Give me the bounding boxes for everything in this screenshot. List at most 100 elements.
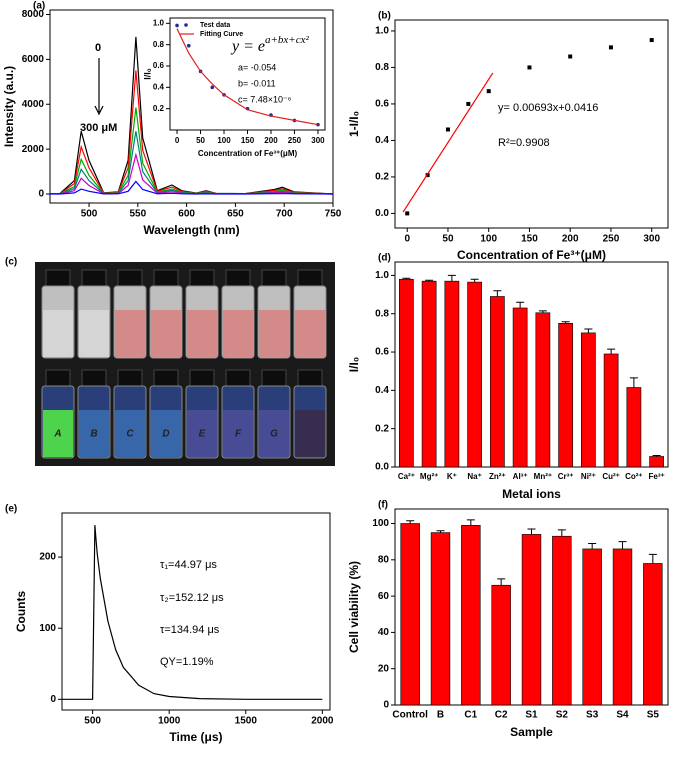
annotation: τ₁=44.97 μs xyxy=(160,559,217,571)
panel-label: (b) xyxy=(378,11,391,22)
plot-frame xyxy=(61,512,331,711)
x-tick-label: C1 xyxy=(464,710,477,721)
x-tick-label: 550 xyxy=(129,209,146,220)
annotation: y= 0.00693x+0.0416 xyxy=(498,102,598,114)
y-tick-label: 0.2 xyxy=(153,104,165,113)
series-line xyxy=(62,525,323,700)
x-tick-label: 100 xyxy=(480,234,497,245)
vial-liquid xyxy=(115,410,145,457)
vial-liquid xyxy=(259,310,289,357)
x-tick-label: 0 xyxy=(175,136,180,145)
x-tick-label: 300 xyxy=(311,136,325,145)
error-bar xyxy=(466,519,475,526)
error-bar xyxy=(436,530,445,533)
x-axis-label: Concentration of Fe³⁺(μM) xyxy=(457,248,606,262)
y-tick-label: 0.4 xyxy=(375,385,389,396)
x-tick-label: 750 xyxy=(325,209,342,220)
equation-exponent: a+bx+cx² xyxy=(265,34,309,46)
series-line xyxy=(176,28,319,126)
vial-cap xyxy=(81,369,107,387)
vial-cap xyxy=(189,369,215,387)
x-tick-label: 200 xyxy=(264,136,278,145)
equation: y = ea+bx+cx² xyxy=(230,34,309,55)
vial-liquid xyxy=(79,410,109,457)
bar xyxy=(400,523,420,706)
bar xyxy=(461,525,481,706)
y-tick-label: 1.0 xyxy=(375,26,389,37)
error-bar xyxy=(406,520,415,524)
vial-cap xyxy=(45,269,71,287)
x-tick-label: Ca²⁺ xyxy=(398,472,415,481)
x-axis-label: Wavelength (nm) xyxy=(143,223,239,237)
error-bar xyxy=(493,290,502,297)
annotation: b= -0.011 xyxy=(238,78,276,88)
bar xyxy=(512,307,528,468)
y-tick-label: 0.2 xyxy=(375,172,389,183)
bar xyxy=(626,387,642,468)
data-point xyxy=(568,54,573,59)
error-bar xyxy=(652,455,661,457)
error-bar xyxy=(447,274,456,282)
bar xyxy=(535,312,551,468)
error-bar xyxy=(629,377,638,388)
y-tick-label: 8000 xyxy=(22,9,45,20)
y-tick-label: 0.4 xyxy=(375,135,389,146)
bar xyxy=(612,548,633,706)
x-tick-label: 150 xyxy=(241,136,255,145)
legend-label: Fitting Curve xyxy=(200,31,243,38)
vial-liquid xyxy=(259,410,289,457)
bar xyxy=(467,281,482,468)
x-tick-label: 150 xyxy=(521,234,538,245)
vial-liquid xyxy=(151,410,181,457)
bar xyxy=(581,332,596,468)
y-tick-label: 0 xyxy=(50,694,56,705)
x-tick-label: S2 xyxy=(556,710,569,721)
x-tick-label: Al³⁺ xyxy=(513,472,528,481)
plot-frame xyxy=(49,9,334,204)
bar xyxy=(552,535,572,706)
panel-label: (f) xyxy=(378,500,388,511)
data-point xyxy=(186,43,191,48)
vial-cap xyxy=(225,269,251,287)
vial-label: B xyxy=(90,429,97,440)
x-tick-label: S1 xyxy=(525,710,538,721)
data-point xyxy=(486,89,491,94)
vial-cap xyxy=(117,269,143,287)
x-tick-label: S5 xyxy=(647,710,660,721)
data-point xyxy=(175,23,179,28)
x-tick-label: 2000 xyxy=(311,716,334,727)
data-point xyxy=(210,85,215,90)
legend-marker xyxy=(184,23,188,27)
bar xyxy=(603,353,619,468)
x-tick-label: 650 xyxy=(227,209,244,220)
vial-cap xyxy=(225,369,251,387)
annotation: R²=0.9908 xyxy=(498,137,550,149)
x-axis-label: Concentration of Fe³⁺(μM) xyxy=(198,149,298,158)
error-bar xyxy=(470,278,479,283)
vial-cap xyxy=(153,269,179,287)
x-tick-label: C2 xyxy=(495,710,508,721)
panel-label: (e) xyxy=(5,504,17,515)
error-bar xyxy=(527,528,536,535)
vial-cap xyxy=(117,369,143,387)
panel: (e) 0 100 200 500 1000 1500 2000 Time (μs) Counts… xyxy=(5,504,334,745)
annotation: 300 μM xyxy=(80,122,117,134)
vial-liquid xyxy=(295,410,325,457)
vials: A B C D E F G xyxy=(41,269,327,459)
y-axis-label: Cell viability (%) xyxy=(347,561,361,653)
error-bar xyxy=(425,279,434,282)
x-tick-label: S3 xyxy=(586,710,599,721)
legend-label: Test data xyxy=(200,22,230,29)
vial-label: C xyxy=(126,429,134,440)
equation-base: y = e xyxy=(230,38,265,55)
panel: (d) 0.0 0.2 0.4 0.6 0.8 1.0 Ca²⁺ Mg²⁺ K⁺ Na⁺ Zn²⁺ Al… xyxy=(347,253,669,501)
y-tick-label: 0.4 xyxy=(153,82,165,91)
error-bar xyxy=(557,529,566,537)
vial-liquid xyxy=(115,310,145,357)
x-tick-label: Mg²⁺ xyxy=(420,472,438,481)
bar xyxy=(521,534,542,706)
y-tick-label: 6000 xyxy=(22,54,45,65)
x-tick-label: 1500 xyxy=(235,716,258,727)
panel-label: (c) xyxy=(5,257,17,268)
